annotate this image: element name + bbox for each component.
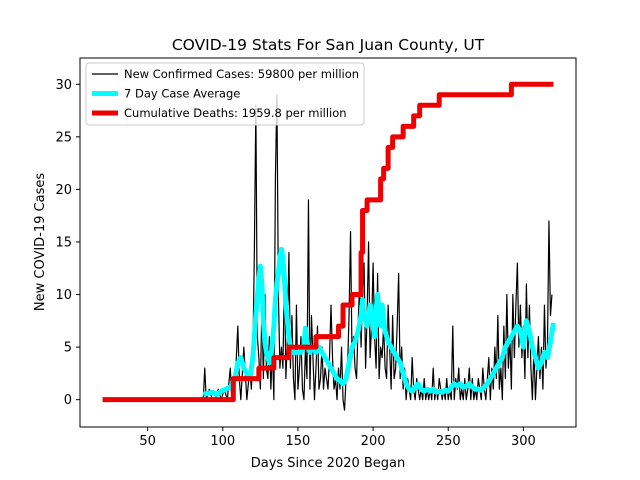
legend-label-1: 7 Day Case Average [124,87,240,101]
x-tick-label: 50 [139,434,156,449]
chart-title: COVID-19 Stats For San Juan County, UT [172,36,485,54]
y-tick-label: 30 [55,78,72,93]
legend-box [85,62,365,126]
x-tick-label: 200 [361,434,386,449]
legend-label-0: New Confirmed Cases: 59800 per million [124,67,359,81]
y-tick-label: 0 [64,393,72,408]
y-tick-label: 10 [55,288,72,303]
axes-layer: 50 100 150 200 250 300 0 5 10 15 20 25 30 [55,78,535,449]
x-tick-label: 250 [436,434,461,449]
y-axis-label: New COVID-19 Cases [33,173,48,311]
x-tick-label: 300 [511,434,536,449]
series-line-1 [202,246,556,397]
y-tick-label: 5 [64,341,72,356]
y-tick-label: 15 [55,235,72,250]
legend: New Confirmed Cases: 59800 per million 7 … [85,62,365,126]
x-axis-label: Days Since 2020 Began [251,456,406,471]
series-line-2 [102,81,554,403]
data-layer [102,81,556,411]
legend-label-2: Cumulative Deaths: 1959.8 per million [124,106,347,120]
x-tick-label: 100 [210,434,235,449]
y-tick-label: 20 [55,183,72,198]
y-tick-label: 25 [55,130,72,145]
x-tick-label: 150 [286,434,311,449]
